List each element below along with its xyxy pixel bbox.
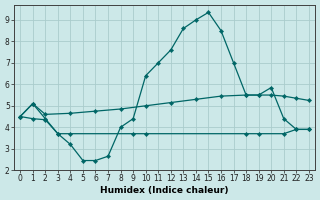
- X-axis label: Humidex (Indice chaleur): Humidex (Indice chaleur): [100, 186, 229, 195]
